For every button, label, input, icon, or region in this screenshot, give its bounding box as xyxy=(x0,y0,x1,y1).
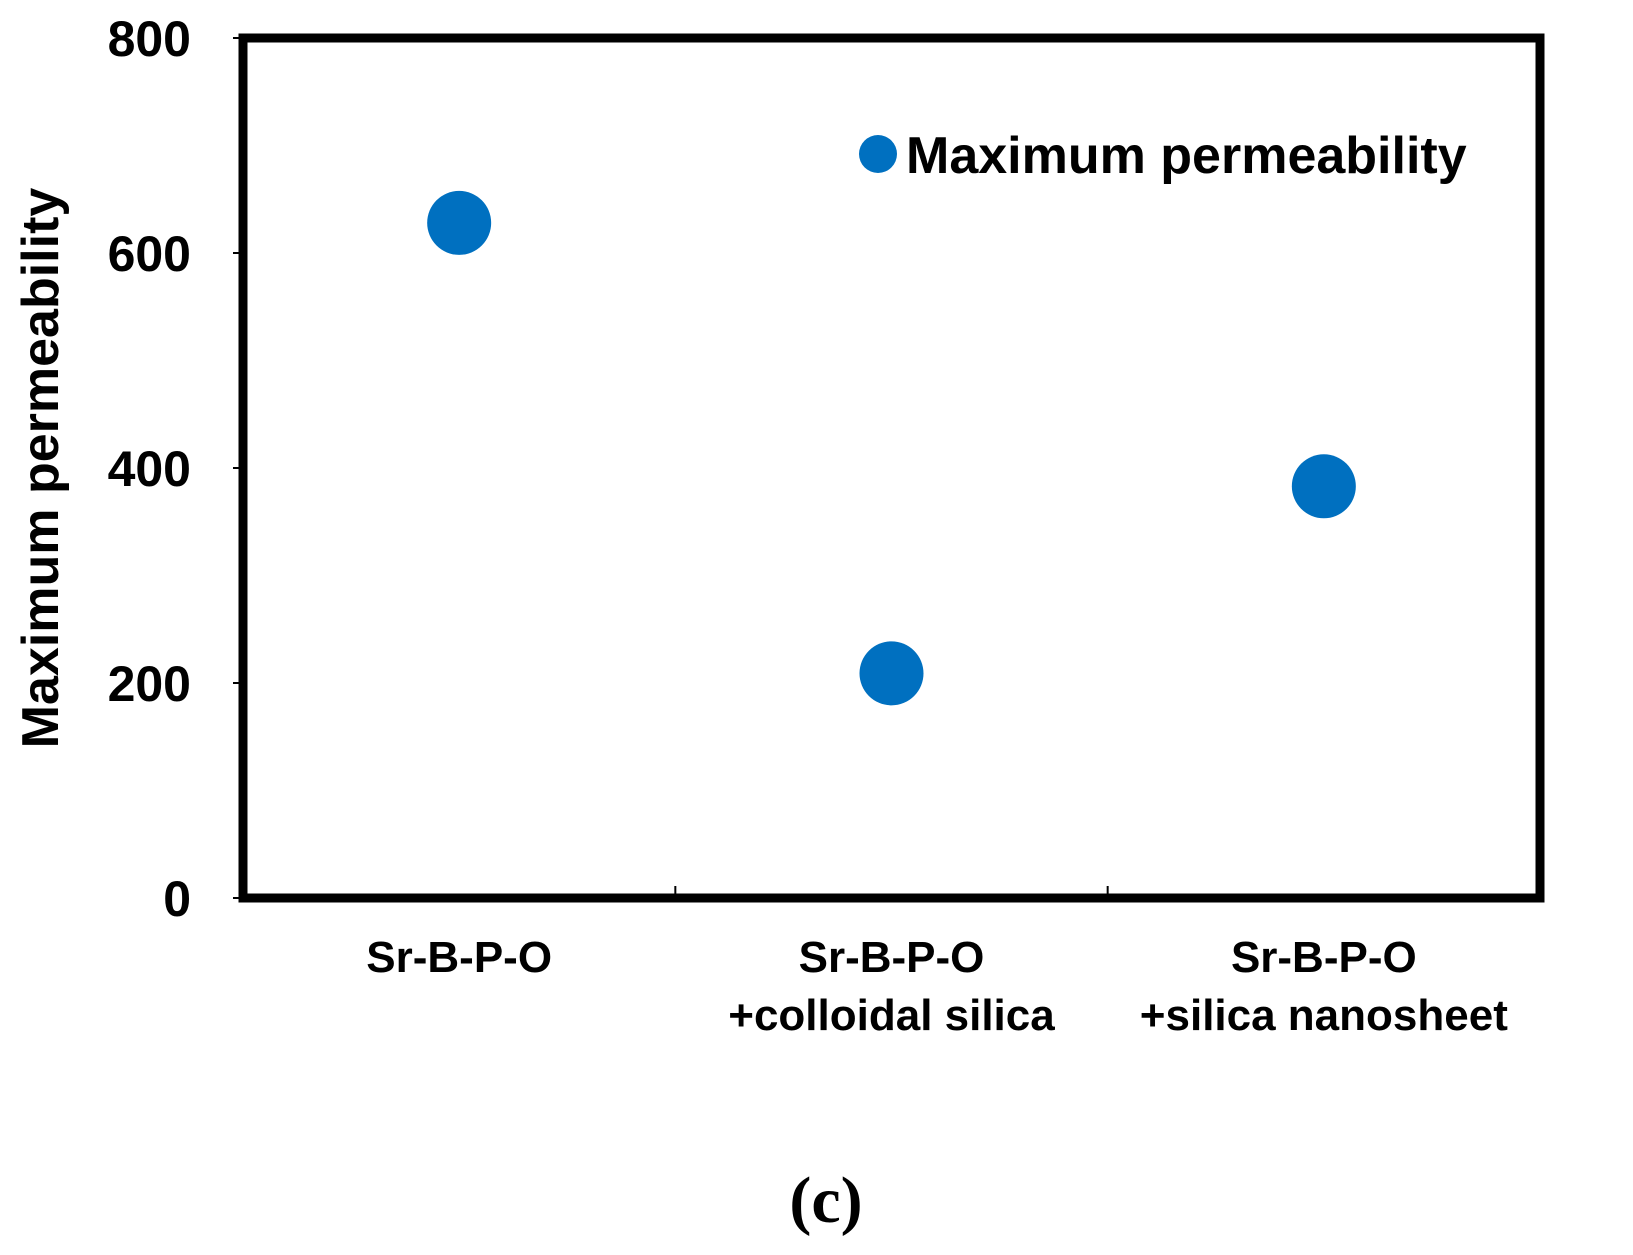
data-point-0-0 xyxy=(427,190,492,255)
y-tick-label-600: 600 xyxy=(108,226,191,282)
data-point-0-2 xyxy=(1291,454,1356,519)
y-tick-label-200: 200 xyxy=(108,656,191,712)
data-point-0-1 xyxy=(859,641,924,706)
legend: Maximum permeability xyxy=(859,127,1467,185)
y-tick-label-400: 400 xyxy=(108,441,191,497)
panel-label: (c) xyxy=(789,1164,862,1237)
y-axis-title: Maximum permeability xyxy=(12,188,70,749)
y-axis-tick-labels: 0 200 400 600 800 xyxy=(108,11,191,927)
legend-marker xyxy=(859,135,897,173)
y-tick-label-0: 0 xyxy=(163,871,191,927)
x-category-label-2: Sr-B-P-O +silica nanosheet xyxy=(1140,933,1508,1040)
x-category-label-0: Sr-B-P-O xyxy=(366,933,552,982)
plot-area-frame xyxy=(238,33,1545,903)
data-points xyxy=(427,190,1356,706)
x-category-label-1: Sr-B-P-O +colloidal silica xyxy=(728,933,1055,1040)
legend-label: Maximum permeability xyxy=(906,127,1467,185)
y-tick-label-800: 800 xyxy=(108,11,191,67)
x-axis-category-labels: Sr-B-P-O Sr-B-P-O +colloidal silica Sr-B-P-… xyxy=(366,933,1508,1040)
